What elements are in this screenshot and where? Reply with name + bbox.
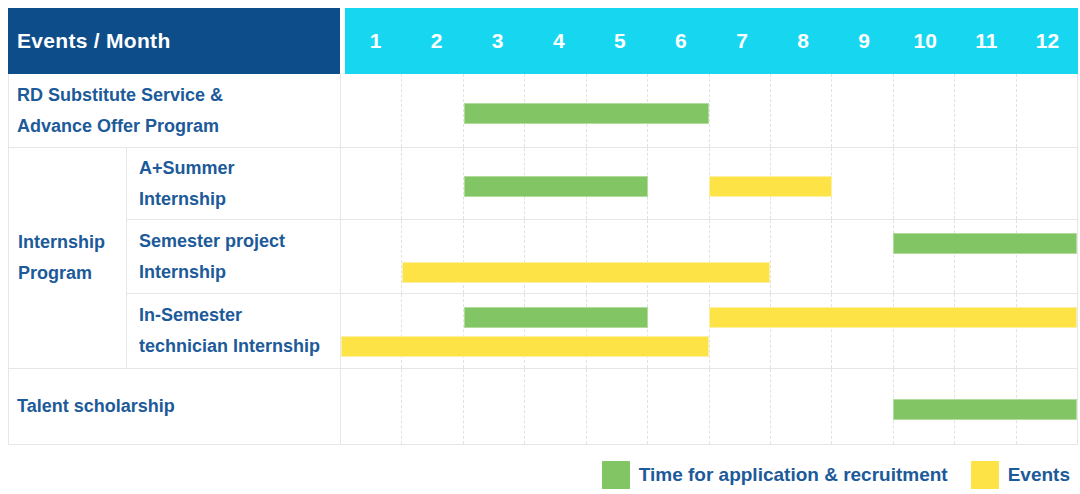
month-header: 123456789101112 [345, 8, 1078, 74]
table-row-talent-scholarship: Talent scholarship [9, 369, 1077, 444]
month-column [710, 294, 771, 368]
month-column [525, 369, 586, 444]
month-gridlines [341, 74, 1077, 147]
table-body: RD Substitute Service &Advance Offer Pro… [8, 74, 1078, 445]
row-label-line: Internship [139, 184, 340, 215]
month-column [955, 294, 1016, 368]
month-column [341, 74, 402, 147]
month-label-2: 2 [406, 8, 467, 74]
row-label-line: Semester project [139, 226, 340, 257]
month-column [341, 148, 402, 219]
month-column [771, 294, 832, 368]
month-label-1: 1 [345, 8, 406, 74]
row-label-line: Advance Offer Program [17, 111, 340, 142]
application-bar [464, 176, 648, 197]
events-legend-label: Events [1008, 464, 1070, 486]
month-column [894, 294, 955, 368]
application-bar [893, 233, 1077, 254]
row-label-semester-project: Semester projectInternship [126, 220, 340, 293]
month-label-9: 9 [834, 8, 895, 74]
month-column [771, 220, 832, 293]
month-column [402, 369, 463, 444]
month-label-7: 7 [711, 8, 772, 74]
chart-cell-a-plus-summer [340, 148, 1077, 219]
table-row-rd-substitute: RD Substitute Service &Advance Offer Pro… [9, 74, 1077, 148]
month-column [894, 148, 955, 219]
month-column [771, 74, 832, 147]
month-column [955, 148, 1016, 219]
row-label-in-semester-technician: In-Semestertechnician Internship [126, 294, 340, 368]
month-column [1017, 148, 1077, 219]
month-label-12: 12 [1017, 8, 1078, 74]
month-column [710, 369, 771, 444]
month-column [464, 369, 525, 444]
month-label-6: 6 [650, 8, 711, 74]
table-row-semester-project: Semester projectInternship [126, 220, 1077, 294]
events-month-table: Events / Month 123456789101112 RD Substi… [8, 8, 1078, 445]
month-column [894, 220, 955, 293]
table-row-in-semester-technician: In-Semestertechnician Internship [126, 294, 1077, 368]
chart-cell-in-semester-technician [340, 294, 1077, 368]
month-label-5: 5 [589, 8, 650, 74]
month-column [771, 369, 832, 444]
row-label-a-plus-summer: A+SummerInternship [126, 148, 340, 219]
month-label-3: 3 [467, 8, 528, 74]
row-label-line: In-Semester [139, 300, 340, 331]
row-label-line: Talent scholarship [17, 391, 340, 422]
month-label-8: 8 [773, 8, 834, 74]
month-column [955, 74, 1016, 147]
row-label-line: A+Summer [139, 153, 340, 184]
month-column [710, 74, 771, 147]
application-bar [464, 307, 648, 328]
legend: Time for application & recruitment Event… [602, 460, 1070, 489]
application-legend-label: Time for application & recruitment [639, 464, 948, 486]
chart-cell-semester-project [340, 220, 1077, 293]
gantt-chart: Events / Month 123456789101112 RD Substi… [0, 0, 1080, 494]
month-column [832, 294, 893, 368]
application-bar [464, 103, 709, 124]
month-column [894, 74, 955, 147]
row-label-talent-scholarship: Talent scholarship [9, 369, 340, 444]
chart-cell-talent-scholarship [340, 369, 1077, 444]
row-label-line: technician Internship [139, 331, 340, 362]
row-label-rd-substitute: RD Substitute Service &Advance Offer Pro… [9, 74, 340, 147]
month-column [832, 148, 893, 219]
month-column [955, 220, 1016, 293]
month-label-11: 11 [956, 8, 1017, 74]
month-column [341, 369, 402, 444]
event-bar [709, 176, 832, 197]
month-column [587, 369, 648, 444]
table-row-a-plus-summer: A+SummerInternship [126, 148, 1077, 220]
chart-cell-rd-substitute [340, 74, 1077, 147]
month-column [1017, 220, 1077, 293]
month-column [832, 74, 893, 147]
row-label-internship-program: InternshipProgram [9, 148, 126, 368]
month-column [832, 220, 893, 293]
month-column [402, 74, 463, 147]
month-column [402, 148, 463, 219]
row-label-line: Internship [139, 257, 340, 288]
month-column [832, 369, 893, 444]
month-column [648, 369, 709, 444]
table-row-group-internship-program: InternshipProgramA+SummerInternshipSemes… [9, 148, 1077, 369]
event-bar [709, 307, 1077, 328]
month-column [648, 148, 709, 219]
event-bar [341, 336, 709, 357]
application-bar [893, 399, 1077, 420]
month-label-10: 10 [895, 8, 956, 74]
month-column [341, 220, 402, 293]
events-month-header-cell: Events / Month [8, 8, 340, 74]
month-label-4: 4 [528, 8, 589, 74]
table-header-row: Events / Month 123456789101112 [8, 8, 1078, 74]
group-subrows: A+SummerInternshipSemester projectIntern… [126, 148, 1077, 368]
month-column [1017, 74, 1077, 147]
event-bar [402, 262, 770, 283]
row-label-line: Program [18, 258, 126, 289]
events-legend-swatch [971, 461, 999, 489]
application-legend-swatch [602, 461, 630, 489]
month-column [1017, 294, 1077, 368]
row-label-line: Internship [18, 227, 126, 258]
row-label-line: RD Substitute Service & [17, 80, 340, 111]
